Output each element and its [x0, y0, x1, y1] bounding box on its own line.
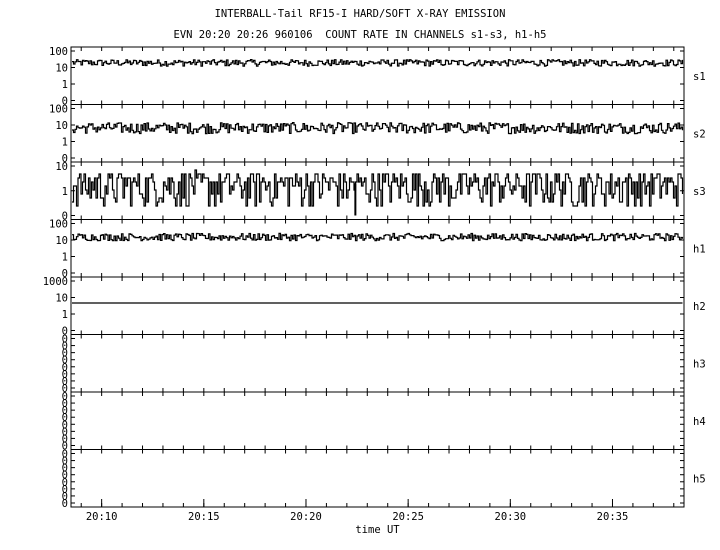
x-tick-label: 20:25 — [392, 511, 424, 523]
x-axis-label: time UT — [355, 524, 400, 536]
y-tick-label: 0 — [62, 470, 68, 482]
x-tick-label: 20:20 — [290, 511, 322, 523]
y-tick-label: 1 — [62, 79, 68, 91]
y-tick-label: 100 — [49, 46, 68, 58]
y-tick-label: 0 — [62, 355, 68, 367]
channel-label-h1: h1 — [693, 243, 706, 255]
y-tick-label: 100 — [49, 219, 68, 231]
y-tick-label: 1 — [62, 186, 68, 198]
x-tick-label: 20:35 — [597, 511, 629, 523]
y-tick-label: 0 — [62, 369, 68, 381]
panel-frame-s2 — [70, 104, 685, 163]
series-line-s1 — [72, 59, 684, 67]
channel-label-s2: s2 — [693, 128, 706, 140]
chart-title: INTERBALL-Tail RF15-I HARD/SOFT X-RAY EM… — [214, 8, 506, 20]
y-tick-label: 0 — [62, 334, 68, 346]
y-tick-label: 0 — [62, 426, 68, 438]
x-tick-label: 20:30 — [495, 511, 527, 523]
panel-frame-s1 — [70, 46, 685, 105]
y-tick-label: 10 — [55, 161, 68, 173]
y-tick-label: 1 — [62, 252, 68, 264]
panel-frame-h4 — [70, 391, 685, 450]
y-tick-label: 0 — [62, 491, 68, 503]
panel-frame-h1 — [70, 219, 685, 278]
y-tick-label: 0 — [62, 341, 68, 353]
x-tick-label: 20:10 — [86, 511, 118, 523]
y-tick-label: 0 — [62, 153, 68, 165]
channel-label-h2: h2 — [693, 301, 706, 313]
y-tick-label: 0 — [62, 412, 68, 424]
channel-label-h5: h5 — [693, 473, 706, 485]
panel-frame-h5 — [70, 449, 685, 508]
y-tick-label: 10 — [55, 120, 68, 132]
y-tick-label: 0 — [62, 498, 68, 510]
y-tick-label: 0 — [62, 441, 68, 453]
y-tick-label: 0 — [62, 456, 68, 468]
y-tick-label: 0 — [62, 383, 68, 395]
y-tick-label: 1 — [62, 137, 68, 149]
x-tick-label: 20:15 — [188, 511, 220, 523]
y-tick-label: 100 — [49, 104, 68, 116]
panel-frame-h3 — [70, 334, 685, 393]
y-tick-label: 0 — [62, 326, 68, 338]
y-tick-label: 0 — [62, 449, 68, 461]
y-tick-label: 1000 — [43, 276, 68, 288]
channel-label-h3: h3 — [693, 358, 706, 370]
y-tick-label: 0 — [62, 211, 68, 223]
y-tick-label: 10 — [55, 293, 68, 305]
y-tick-label: 0 — [62, 348, 68, 360]
chart-subtitle: EVN 20:20 20:26 960106 COUNT RATE IN CHA… — [173, 29, 547, 41]
y-tick-label: 0 — [62, 433, 68, 445]
y-tick-label: 0 — [62, 391, 68, 403]
series-line-s2 — [72, 122, 684, 135]
channel-label-s1: s1 — [693, 71, 706, 83]
y-tick-label: 0 — [62, 405, 68, 417]
channel-label-h4: h4 — [693, 416, 706, 428]
y-tick-label: 10 — [55, 235, 68, 247]
panel-frame-h2 — [70, 276, 685, 335]
series-line-s3 — [72, 169, 684, 207]
y-tick-label: 0 — [62, 96, 68, 108]
y-tick-label: 0 — [62, 398, 68, 410]
y-tick-label: 0 — [62, 362, 68, 374]
y-tick-label: 0 — [62, 463, 68, 475]
y-tick-label: 0 — [62, 419, 68, 431]
y-tick-label: 0 — [62, 484, 68, 496]
y-tick-label: 10 — [55, 63, 68, 75]
y-tick-label: 1 — [62, 309, 68, 321]
series-line-h1 — [72, 232, 684, 242]
channel-label-s3: s3 — [693, 186, 706, 198]
y-tick-label: 0 — [62, 477, 68, 489]
y-tick-label: 0 — [62, 268, 68, 280]
y-tick-label: 0 — [62, 376, 68, 388]
